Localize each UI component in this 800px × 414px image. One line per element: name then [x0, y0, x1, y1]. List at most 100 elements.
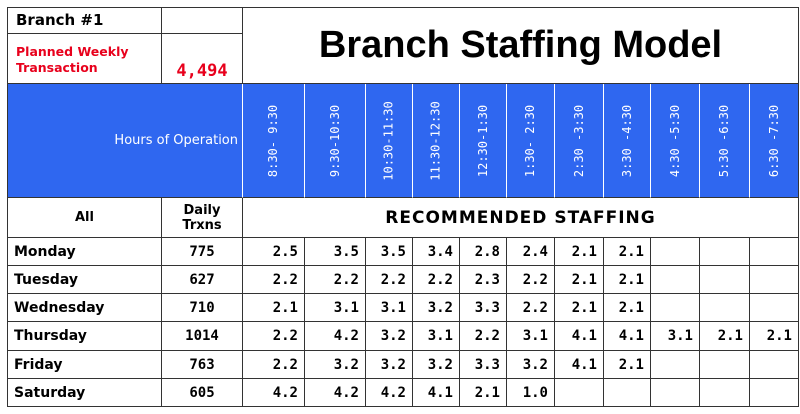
staffing-cell: 4.2: [305, 322, 366, 351]
hour-header-text: 11:30-12:30: [429, 100, 444, 181]
staffing-cell: [651, 379, 700, 407]
hour-header-8: 4:30 -5:30: [651, 84, 700, 198]
staffing-cell: [651, 238, 700, 266]
day-name: Friday: [14, 356, 63, 373]
daily-trxns-header-text: Daily Trxns: [182, 203, 221, 233]
staffing-cell: 3.1: [507, 322, 555, 351]
hour-header-2: 10:30-11:30: [366, 84, 413, 198]
staffing-cell: 4.1: [555, 322, 604, 351]
staffing-value: 4.2: [380, 384, 406, 401]
staffing-value: 2.2: [272, 328, 298, 344]
staffing-cell: 2.1: [604, 294, 651, 322]
hour-header-text: 8:30- 9:30: [266, 104, 281, 177]
daily-trxns-value: 710: [189, 299, 215, 316]
staffing-cell: [651, 294, 700, 322]
staffing-value: 4.1: [618, 328, 644, 344]
staffing-cell: [555, 379, 604, 407]
staffing-value: 2.1: [571, 299, 597, 316]
staffing-value: 2.2: [272, 356, 298, 373]
staffing-value: 1.0: [522, 384, 548, 401]
staffing-cell: 2.2: [243, 322, 305, 351]
staffing-cell: 3.4: [413, 238, 460, 266]
staffing-value: 2.1: [618, 299, 644, 316]
staffing-cell: 2.8: [460, 238, 507, 266]
staffing-cell: [750, 379, 799, 407]
hour-header-text: 3:30 -4:30: [620, 104, 634, 177]
all-header-text: All: [75, 210, 94, 225]
staffing-value: 3.1: [380, 299, 406, 316]
staffing-cell: [651, 266, 700, 294]
staffing-cell: 2.5: [243, 238, 305, 266]
staffing-value: 3.4: [427, 243, 453, 260]
planned-weekly-value-cell: 4,494: [162, 34, 243, 84]
staffing-cell: 2.1: [604, 351, 651, 379]
hour-header-1: 9:30-10:30: [305, 84, 366, 198]
day-cell: Monday: [8, 238, 162, 266]
staffing-cell: 4.2: [366, 379, 413, 407]
staffing-cell: 4.2: [243, 379, 305, 407]
staffing-value: 3.3: [474, 356, 500, 373]
staffing-cell: 2.1: [243, 294, 305, 322]
staffing-cell: 3.2: [413, 351, 460, 379]
staffing-value: 2.5: [272, 243, 298, 260]
staffing-cell: 4.2: [305, 379, 366, 407]
staffing-value: 3.2: [380, 328, 406, 344]
planned-label-line2: Transaction: [16, 60, 98, 75]
staffing-value: 4.2: [333, 328, 359, 344]
hour-header-text: 1:30- 2:30: [523, 104, 538, 177]
staffing-cell: 3.1: [651, 322, 700, 351]
staffing-value: 2.1: [474, 384, 500, 401]
staffing-value: 3.1: [427, 328, 453, 344]
hour-header-9: 5:30 -6:30: [700, 84, 750, 198]
branch-label-cell: Branch #1: [8, 8, 162, 34]
staffing-value: 3.2: [427, 356, 453, 373]
planned-weekly-value: 4,494: [176, 61, 228, 81]
daily-trxns-value: 627: [189, 271, 215, 288]
staffing-cell: 3.2: [366, 351, 413, 379]
staffing-value: 3.5: [380, 243, 406, 260]
daily-header-line2: Trxns: [182, 217, 222, 233]
staffing-cell: [700, 238, 750, 266]
hour-header-text: 4:30 -5:30: [668, 104, 682, 177]
daily-trxns-cell: 1014: [162, 322, 243, 351]
staffing-cell: 2.2: [413, 266, 460, 294]
hour-header-text: 2:30 -3:30: [572, 104, 586, 177]
daily-header-line1: Daily: [183, 202, 221, 218]
staffing-value: 3.2: [522, 356, 548, 373]
staffing-cell: 4.1: [604, 322, 651, 351]
day-cell: Wednesday: [8, 294, 162, 322]
staffing-value: 2.1: [717, 328, 743, 344]
day-cell: Saturday: [8, 379, 162, 407]
branch-name: Branch #1: [16, 11, 104, 29]
staffing-value: 2.1: [571, 271, 597, 288]
day-name: Monday: [14, 243, 76, 260]
staffing-cell: 2.1: [604, 238, 651, 266]
staffing-cell: 2.2: [460, 322, 507, 351]
hour-header-text: 10:30-11:30: [382, 100, 397, 181]
hour-header-5: 1:30- 2:30: [507, 84, 555, 198]
staffing-value: 2.4: [522, 243, 548, 260]
staffing-value: 2.2: [380, 271, 406, 288]
staffing-cell: 4.1: [413, 379, 460, 407]
day-name: Thursday: [14, 328, 87, 344]
hours-of-operation-label: Hours of Operation: [8, 84, 243, 198]
staffing-cell: 3.2: [507, 351, 555, 379]
staffing-value: 3.5: [333, 243, 359, 260]
daily-trxns-cell: 763: [162, 351, 243, 379]
staffing-value: 4.1: [427, 384, 453, 401]
staffing-cell: [604, 379, 651, 407]
daily-trxns-value: 605: [189, 384, 215, 401]
hour-header-10: 6:30 -7:30: [750, 84, 799, 198]
daily-trxns-header: Daily Trxns: [162, 198, 243, 238]
staffing-value: 3.1: [333, 299, 359, 316]
staffing-value: 2.2: [474, 328, 500, 344]
staffing-value: 3.2: [333, 356, 359, 373]
staffing-cell: 4.1: [555, 351, 604, 379]
staffing-value: 3.3: [474, 299, 500, 316]
staffing-cell: [750, 266, 799, 294]
day-cell: Friday: [8, 351, 162, 379]
daily-trxns-value: 1014: [185, 328, 219, 344]
staffing-value: 2.1: [272, 299, 298, 316]
title-text: Branch Staffing Model: [318, 24, 723, 66]
staffing-value: 3.1: [667, 328, 693, 344]
